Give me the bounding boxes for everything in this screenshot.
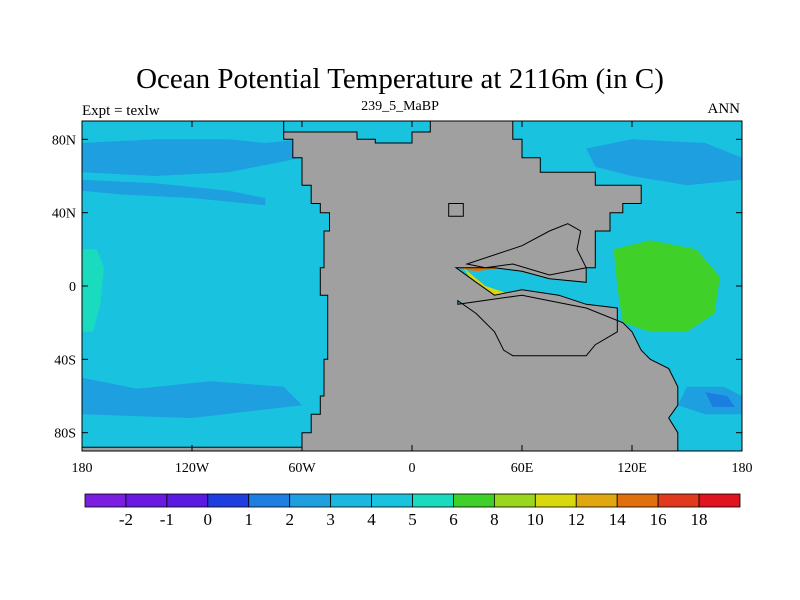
lon-tick-label: 180 [732, 461, 753, 476]
colorbar-swatch [84, 493, 127, 508]
colorbar-label: 1 [245, 510, 254, 529]
contour-region-north-pacific-band-2 [82, 179, 266, 206]
lat-tick-label: 80S [54, 427, 76, 442]
lon-tick-label: 0 [409, 461, 416, 476]
colorbar-label: 18 [691, 510, 708, 529]
colorbar-swatch [493, 493, 536, 508]
contour-region-east-ocean-warm-pool [613, 240, 720, 332]
colorbar-swatch [657, 493, 700, 508]
lon-tick-label: 180 [72, 461, 93, 476]
lon-tick-label: 120E [617, 461, 647, 476]
colorbar-swatch [575, 493, 618, 508]
lat-tick-label: 80N [52, 133, 76, 148]
contour-region-east-ocean-cool-band-north [586, 139, 742, 186]
colorbar-swatch [330, 493, 372, 508]
lat-tick-label: 0 [69, 280, 76, 295]
colorbar-label: 12 [568, 510, 585, 529]
land-pangaea [82, 121, 679, 451]
colorbar-swatch [289, 493, 332, 508]
lon-tick-label: 60E [511, 461, 534, 476]
colorbar-label: 6 [449, 510, 458, 529]
lat-tick-label: 40S [54, 353, 76, 368]
lat-tick-label: 40N [52, 207, 76, 222]
colorbar-swatch [534, 493, 577, 508]
land-south-tethys-land [465, 223, 587, 276]
colorbar-swatch [371, 493, 413, 508]
map-axes: 180 120W 60W 0 60E 120E 180 80N 40N 0 40S 80S [52, 121, 753, 476]
contour-region-equatorial-east-pacific-warm [82, 249, 104, 332]
colorbar-label: -2 [119, 510, 133, 529]
colorbar-swatch [412, 493, 454, 508]
contour-region-north-pacific-cool-band [82, 139, 302, 176]
land-central-asia-block [448, 203, 464, 217]
colorbar-label: 16 [650, 510, 667, 529]
colorbar-label: 3 [326, 510, 335, 529]
lon-tick-label: 120W [175, 461, 210, 476]
colorbar-label: 8 [490, 510, 499, 529]
lon-tick-label: 60W [288, 461, 316, 476]
colorbar-swatch [453, 493, 495, 508]
colorbar-label: 10 [527, 510, 544, 529]
colorbar-label: 2 [285, 510, 294, 529]
season-label: ANN [707, 101, 741, 117]
colorbar-label: 0 [204, 510, 213, 529]
colorbar-swatch [698, 493, 741, 508]
colorbar-swatch [616, 493, 659, 508]
contour-region-south-pacific-cool-band [82, 377, 302, 418]
figure-title: Ocean Potential Temperature at 2116m (in… [136, 63, 664, 95]
colorbar-swatch [248, 493, 291, 508]
colorbar-label: 14 [609, 510, 627, 529]
figure-subtitle: 239_5_MaBP [361, 99, 439, 114]
colorbar-label: -1 [160, 510, 174, 529]
map-plot-area [82, 121, 742, 451]
contour-region-east-ocean-cold-spot [705, 392, 735, 407]
colorbar-swatch [166, 493, 209, 508]
colorbar: -2 -1 0 1 2 3 4 5 6 8 10 12 14 16 18 [84, 493, 741, 529]
experiment-label: Expt = texlw [82, 103, 160, 119]
colorbar-swatch [207, 493, 250, 508]
colorbar-swatch [125, 493, 168, 508]
colorbar-label: 5 [408, 510, 417, 529]
colorbar-label: 4 [367, 510, 376, 529]
